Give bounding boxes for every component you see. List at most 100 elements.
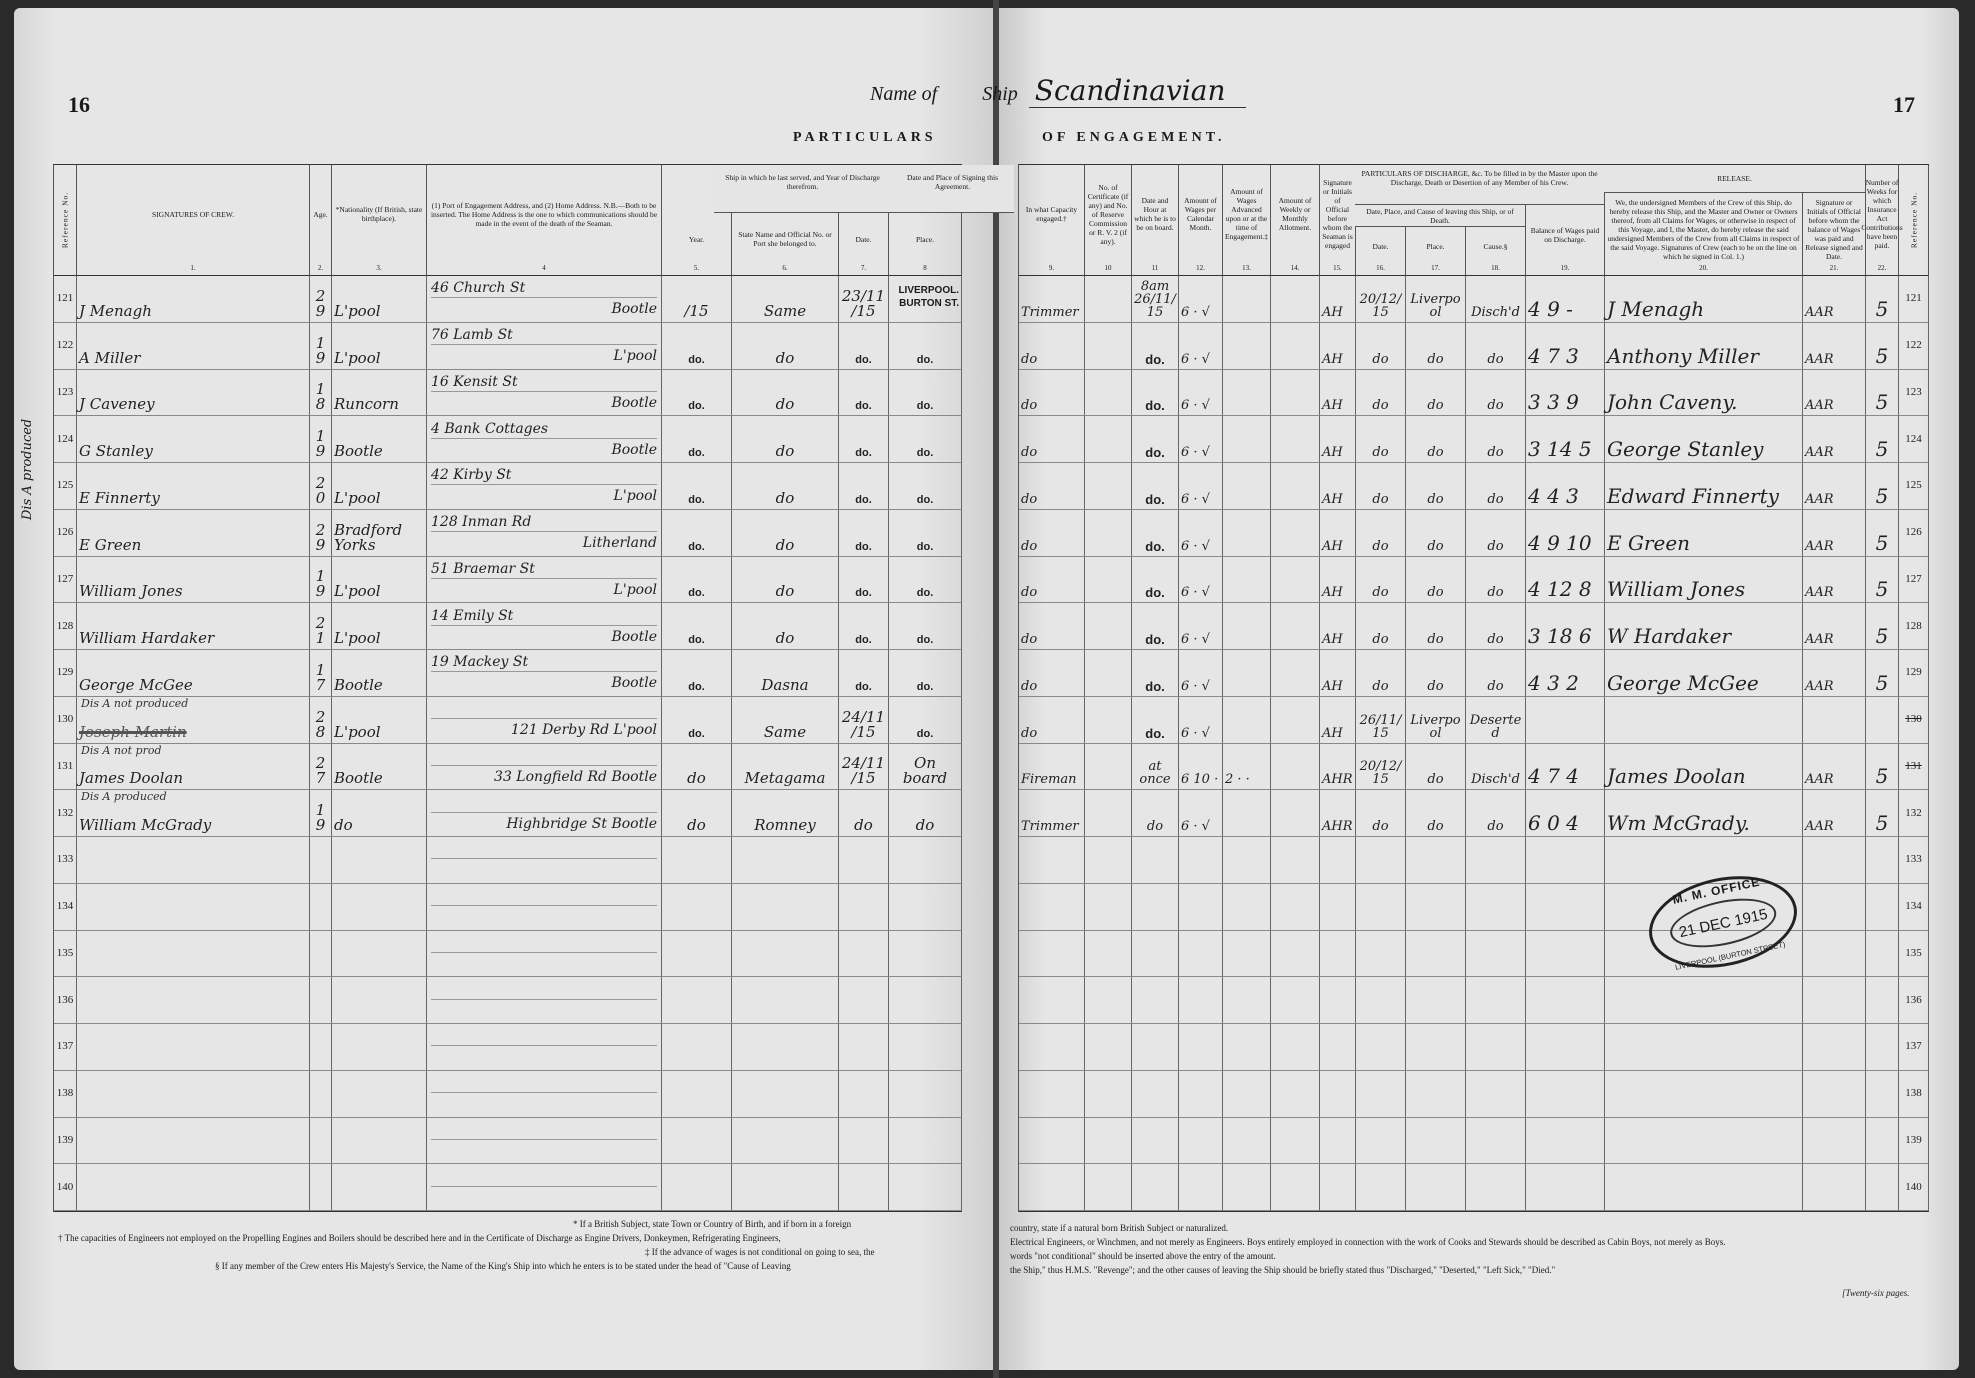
allotment <box>1271 930 1320 978</box>
reference-number: 130 <box>1899 696 1929 744</box>
column-header-label: *Nationality (If British, state birthpla… <box>335 205 423 223</box>
certificate-no <box>1085 837 1132 884</box>
last-ship-name <box>732 1164 839 1211</box>
allotment <box>1271 1070 1320 1118</box>
wages-advanced <box>1223 463 1271 510</box>
insurance-weeks <box>1866 696 1899 744</box>
signing-date <box>839 837 889 884</box>
age: 19 <box>310 790 332 837</box>
monthly-wages: 6 · √ <box>1179 556 1223 604</box>
column-header: Date. 7. <box>839 165 889 276</box>
column-header-label: Cause.§ <box>1483 241 1508 251</box>
signing-place <box>889 1070 962 1118</box>
official-initials <box>1320 1117 1356 1165</box>
last-ship-year: do. <box>662 556 732 604</box>
wages-advanced <box>1223 603 1271 650</box>
insurance-weeks: 5 <box>1866 743 1899 791</box>
signature-text: James Doolan <box>79 769 184 788</box>
discharge-place: do <box>1406 743 1466 791</box>
wages-advanced <box>1223 1117 1271 1165</box>
column-header-label: (1) Port of Engagement Address, and (2) … <box>430 200 658 228</box>
column-header-label: In what Capacity engaged.† <box>1025 205 1078 223</box>
right-page <box>997 8 1959 1370</box>
home-address <box>431 1141 657 1161</box>
reference-number: 128 <box>1899 603 1929 650</box>
board-date: do. <box>1132 696 1179 744</box>
balance-paid: 4 7 3 <box>1526 322 1605 370</box>
last-ship-name: Metagama <box>732 743 839 791</box>
reference-number: 135 <box>54 930 77 978</box>
column-number: 2. <box>317 264 324 272</box>
address: 51 Braemar St L'pool <box>427 556 662 604</box>
home-address <box>431 1188 657 1208</box>
balance-paid: 6 0 4 <box>1526 790 1605 837</box>
signing-date: do. <box>839 603 889 650</box>
last-ship-year <box>662 977 732 1024</box>
nationality <box>332 977 427 1024</box>
allotment <box>1271 322 1320 370</box>
balance-paid: 4 4 3 <box>1526 463 1605 510</box>
official-initials <box>1320 930 1356 978</box>
discharge-cause <box>1466 1117 1526 1165</box>
discharge-cause: do <box>1466 463 1526 510</box>
allotment <box>1271 416 1320 463</box>
column-header-label: Age. <box>313 209 328 219</box>
signing-date: 24/11/15 <box>839 743 889 791</box>
monthly-wages <box>1179 977 1223 1024</box>
release-signature <box>1605 1164 1803 1211</box>
release-official-initials <box>1803 1164 1866 1211</box>
signing-date: do. <box>839 463 889 510</box>
column-header-label: No. of Certificate (if any) and No. of R… <box>1087 182 1129 246</box>
release-official-initials <box>1803 696 1866 744</box>
column-header: SIGNATURES OF CREW. 1. <box>77 165 310 276</box>
nationality <box>332 930 427 978</box>
signing-date: 24/11/15 <box>839 696 889 744</box>
stamp-line: LIVERPOOL. <box>898 285 959 296</box>
column-header-label: Amount of Weekly or Monthly Allotment. <box>1278 196 1312 232</box>
age <box>310 1164 332 1211</box>
certificate-no <box>1085 650 1132 697</box>
column-header-label: Amount of Wages Advanced upon or at the … <box>1224 187 1269 241</box>
nationality <box>332 837 427 884</box>
column-number: 4 <box>542 264 546 272</box>
column-number: 11 <box>1151 264 1159 272</box>
capacity: do <box>1019 416 1085 463</box>
official-initials <box>1320 977 1356 1024</box>
home-address <box>431 907 657 927</box>
column-number: 8 <box>923 264 927 272</box>
address: 14 Emily St Bootle <box>427 603 662 650</box>
discharge-date: do <box>1356 322 1406 370</box>
discharge-date <box>1356 930 1406 978</box>
balance-paid <box>1526 696 1605 744</box>
discharge-place: Liverpool <box>1406 696 1466 744</box>
last-ship-name <box>732 930 839 978</box>
allotment <box>1271 463 1320 510</box>
discharge-cause: do <box>1466 650 1526 697</box>
monthly-wages: 6 10 · <box>1179 743 1223 791</box>
insurance-weeks <box>1866 930 1899 978</box>
column-number: 9. <box>1048 264 1055 272</box>
port-address <box>431 699 657 720</box>
age <box>310 1070 332 1118</box>
signing-place: do. <box>889 509 962 557</box>
allotment <box>1271 1024 1320 1071</box>
allotment <box>1271 837 1320 884</box>
board-date <box>1132 1024 1179 1071</box>
last-ship-year <box>662 1070 732 1118</box>
reference-number: 125 <box>1899 463 1929 510</box>
monthly-wages: 6 · √ <box>1179 416 1223 463</box>
monthly-wages <box>1179 1070 1223 1118</box>
group-header-signing: Date and Place of Signing this Agreement… <box>891 165 1014 213</box>
last-ship-year <box>662 1117 732 1165</box>
column-header-label: Place. <box>915 234 935 244</box>
insurance-weeks <box>1866 1024 1899 1071</box>
insurance-weeks: 5 <box>1866 322 1899 370</box>
crew-table-left: Reference No. SIGNATURES OF CREW. 1. Age. 2.… <box>53 164 962 1212</box>
home-address <box>431 1047 657 1067</box>
footnote-british-subject: * If a British Subject, state Town or Co… <box>573 1219 852 1229</box>
capacity: do <box>1019 696 1085 744</box>
insurance-weeks: 5 <box>1866 603 1899 650</box>
wages-advanced <box>1223 650 1271 697</box>
reference-number: 127 <box>54 556 77 604</box>
wages-advanced <box>1223 930 1271 978</box>
